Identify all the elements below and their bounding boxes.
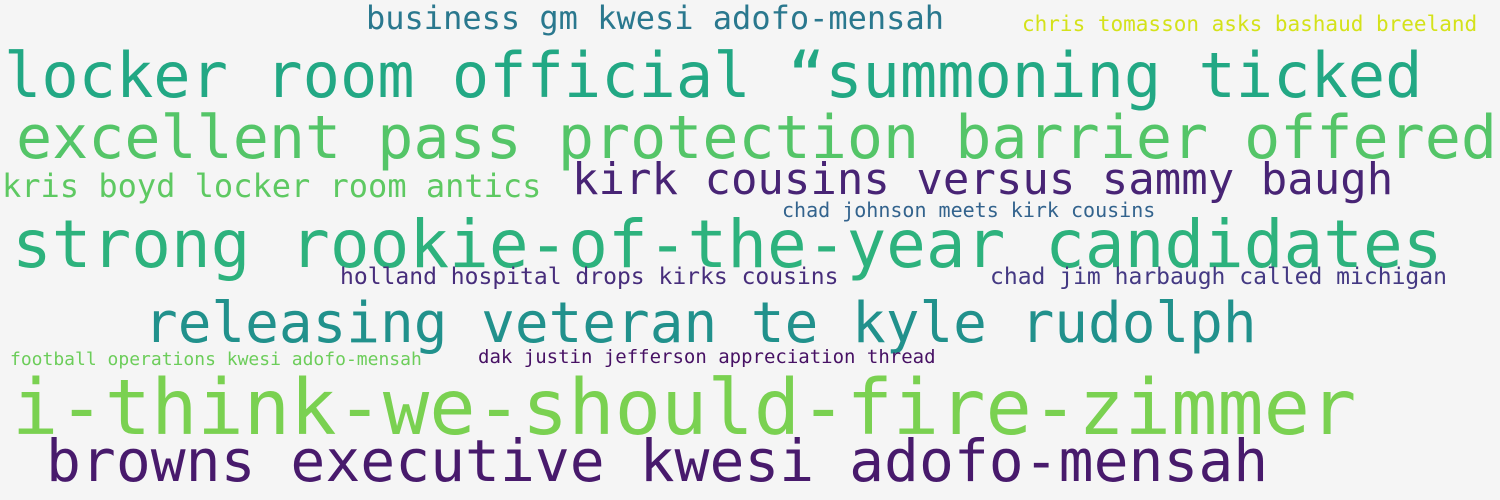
word-phrase-locker-room-official-summoning-ticked: locker room official “summoning ticked — [4, 39, 1423, 112]
word-phrase-releasing-veteran-te-kyle-rudolph: releasing veteran te kyle rudolph — [144, 291, 1257, 356]
word-phrase-browns-executive-kwesi-adofo-mensah: browns executive kwesi adofo-mensah — [46, 427, 1269, 495]
word-phrase-excellent-pass-protection-barrier-offered: excellent pass protection barrier offere… — [16, 103, 1498, 173]
word-phrase-chris-tomasson-asks-bashaud-breeland: chris tomasson asks bashaud breeland — [1022, 12, 1478, 36]
word-phrase-chad-jim-harbaugh-called-michigan: chad jim harbaugh called michigan — [990, 264, 1447, 290]
word-phrase-kirk-cousins-versus-sammy-baugh: kirk cousins versus sammy baugh — [572, 154, 1394, 205]
word-phrase-i-think-we-should-fire-zimmer: i-think-we-should-fire-zimmer — [12, 364, 1357, 453]
word-phrase-strong-rookie-of-the-year-candidates: strong rookie-of-the-year candidates — [12, 206, 1443, 283]
word-phrase-chad-johnson-meets-kirk-cousins: chad johnson meets kirk cousins — [782, 198, 1156, 222]
word-phrase-holland-hospital-drops-kirks-cousins: holland hospital drops kirks cousins — [340, 264, 839, 290]
word-phrase-football-operations-kwesi-adofo-mensah: football operations kwesi adofo-mensah — [10, 349, 422, 370]
word-phrase-business-gm-kwesi-adofo-mensah: business gm kwesi adofo-mensah — [366, 0, 944, 37]
word-phrase-kris-boyd-locker-room-antics: kris boyd locker room antics — [2, 167, 542, 205]
word-phrase-dak-justin-jefferson-appreciation-thread: dak justin jefferson appreciation thread — [478, 346, 936, 368]
